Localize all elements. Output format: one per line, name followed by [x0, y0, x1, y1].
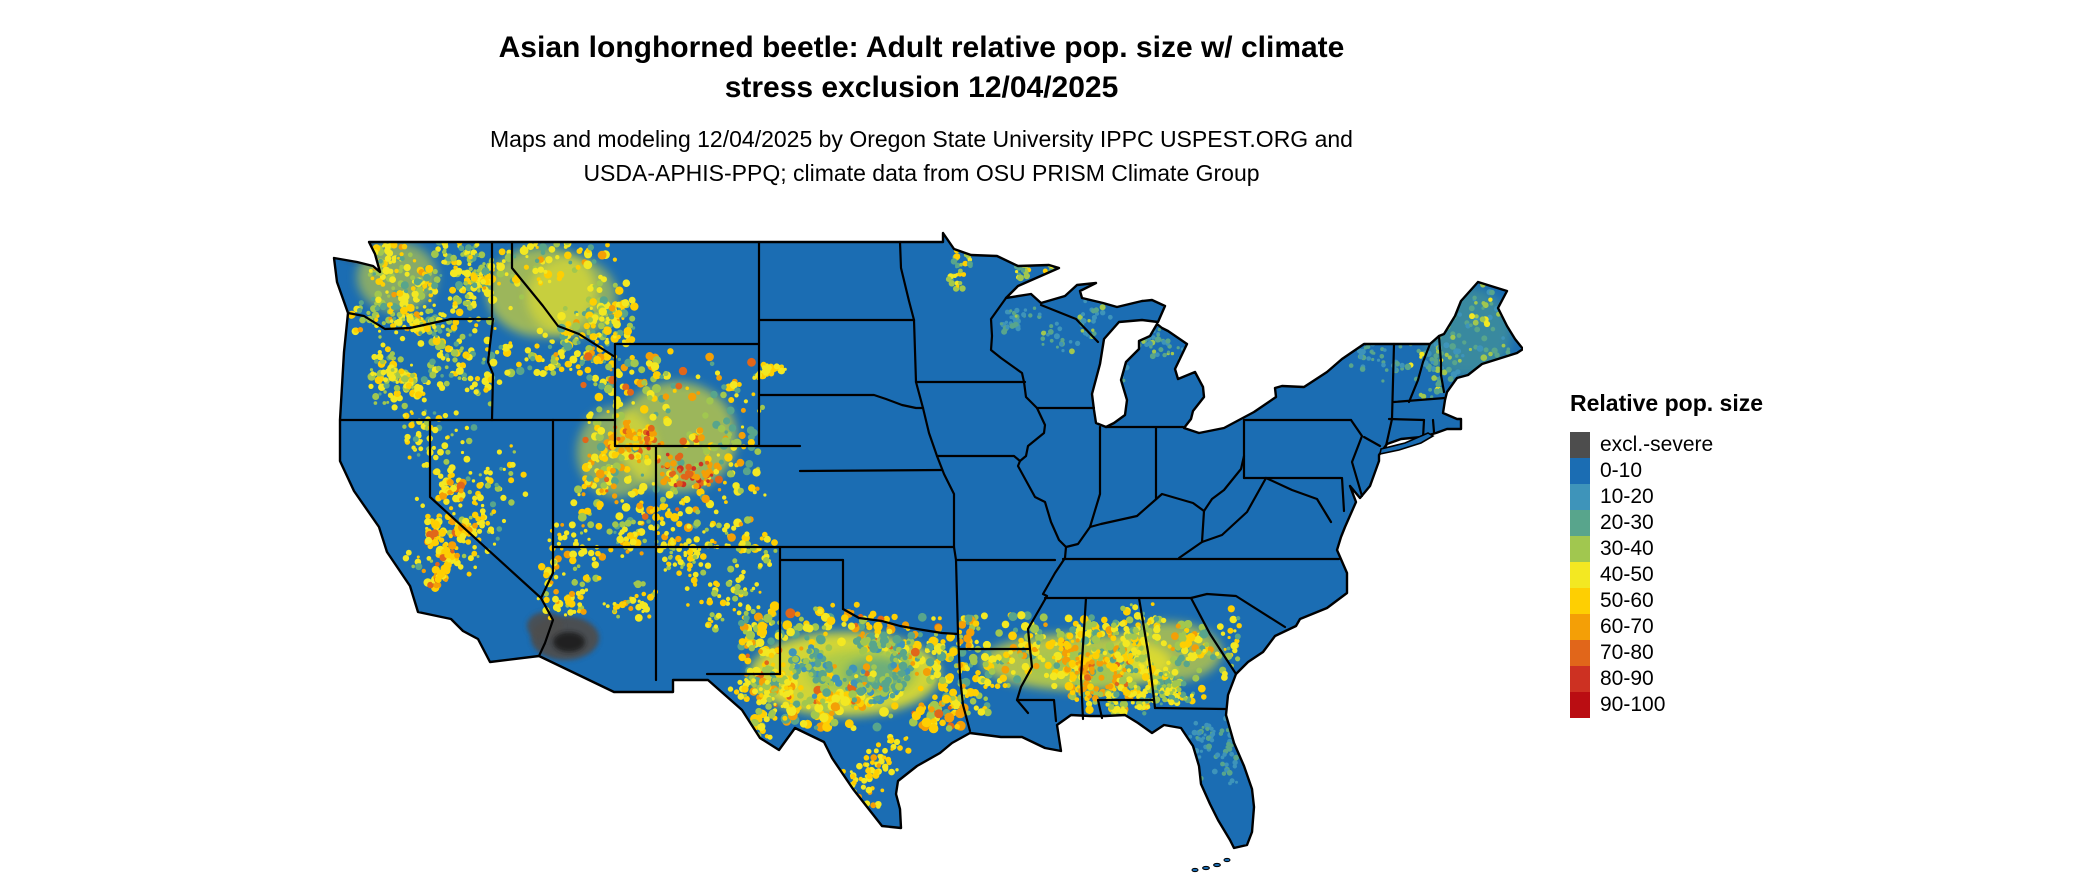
legend-label: 0-10: [1600, 459, 1643, 482]
legend-row: excl.-severe: [1570, 432, 1763, 458]
legend-swatch: [1570, 614, 1590, 640]
legend-rows: excl.-severe 0-10 10-20 20-30 30-40 40-50 50-6…: [1570, 432, 1763, 718]
legend-row: 70-80: [1570, 640, 1763, 666]
legend-label: 60-70: [1600, 615, 1654, 638]
map-title: Asian longhorned beetle: Adult relative …: [0, 28, 1843, 108]
legend-swatch: [1570, 562, 1590, 588]
legend-title: Relative pop. size: [1570, 390, 1764, 416]
long-island: [1378, 432, 1435, 456]
legend-swatch: [1570, 510, 1590, 536]
map-title-line2: stress exclusion 12/04/2025: [724, 71, 1119, 104]
legend: Relative pop. size excl.-severe 0-10 10-20…: [1570, 390, 1763, 718]
map-fill-layer: [334, 233, 1523, 848]
map-area: [317, 222, 1523, 890]
state-borders: [338, 240, 1447, 733]
legend-row: 50-60: [1570, 588, 1763, 614]
legend-label: 70-80: [1600, 641, 1654, 664]
florida-keys: [1191, 857, 1231, 873]
legend-row: 60-70: [1570, 614, 1763, 640]
legend-row: 20-30: [1570, 510, 1763, 536]
map-base: [334, 233, 1523, 848]
legend-label: 50-60: [1600, 589, 1654, 612]
legend-row: 80-90: [1570, 666, 1763, 692]
legend-swatch: [1570, 588, 1590, 614]
legend-swatch: [1570, 458, 1590, 484]
us-map-svg: [332, 231, 1523, 873]
legend-label: excl.-severe: [1600, 433, 1714, 456]
legend-row: 40-50: [1570, 562, 1763, 588]
legend-swatch: [1570, 432, 1590, 458]
legend-swatch: [1570, 692, 1590, 718]
legend-label: 10-20: [1600, 485, 1654, 508]
legend-row: 90-100: [1570, 692, 1763, 718]
legend-row: 0-10: [1570, 458, 1763, 484]
map-title-line1: Asian longhorned beetle: Adult relative …: [498, 31, 1345, 64]
map-subtitle-line2: USDA-APHIS-PPQ; climate data from OSU PR…: [583, 160, 1260, 186]
legend-swatch: [1570, 484, 1590, 510]
legend-label: 30-40: [1600, 537, 1654, 560]
legend-label: 80-90: [1600, 667, 1654, 690]
legend-row: 30-40: [1570, 536, 1763, 562]
map-subtitle-line1: Maps and modeling 12/04/2025 by Oregon S…: [490, 126, 1353, 152]
map-subtitle: Maps and modeling 12/04/2025 by Oregon S…: [0, 122, 1843, 190]
legend-label: 20-30: [1600, 511, 1654, 534]
legend-swatch: [1570, 640, 1590, 666]
legend-swatch: [1570, 666, 1590, 692]
legend-row: 10-20: [1570, 484, 1763, 510]
population-speckles: [348, 234, 1523, 809]
legend-swatch: [1570, 536, 1590, 562]
legend-label: 90-100: [1600, 693, 1666, 716]
legend-label: 40-50: [1600, 563, 1654, 586]
